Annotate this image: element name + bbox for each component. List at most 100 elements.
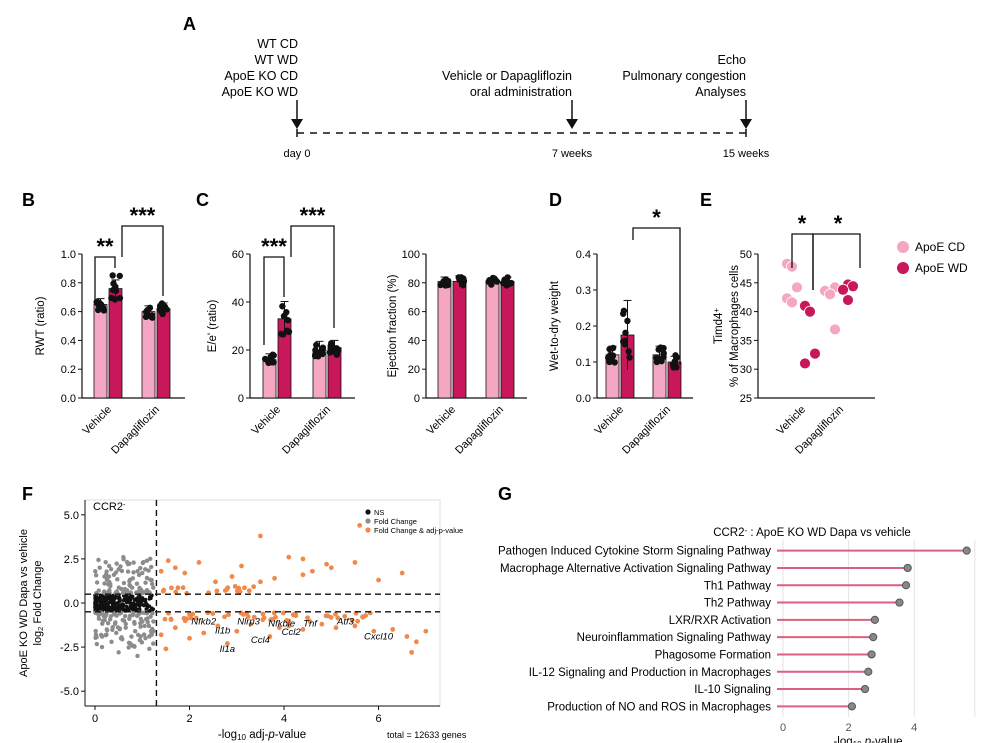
x-tick-label: Vehicle xyxy=(775,404,809,438)
fold-change-point xyxy=(149,577,154,583)
fold-change-point xyxy=(144,575,150,581)
significant-point xyxy=(286,623,292,629)
y-tick-label: 40 xyxy=(232,297,244,309)
fold-change-point xyxy=(135,653,140,659)
significant-point xyxy=(158,632,164,638)
data-point xyxy=(804,305,816,318)
timeline-treatment-label: oral administration xyxy=(470,85,572,99)
lollipop-head xyxy=(864,667,873,676)
y-tick-label: 0 xyxy=(238,393,244,405)
data-point xyxy=(609,352,617,359)
bar xyxy=(108,288,123,399)
fold-change-point xyxy=(94,580,100,585)
fold-change-point xyxy=(115,577,120,582)
ns-point xyxy=(136,602,141,607)
data-point xyxy=(148,312,156,319)
timeline-endpoint-label: Analyses xyxy=(695,85,746,99)
ns-point xyxy=(137,599,141,604)
data-point xyxy=(626,354,633,361)
significant-point xyxy=(390,627,396,632)
data-point xyxy=(109,272,116,279)
significant-point xyxy=(169,585,174,591)
y-tick-label: 0.0 xyxy=(576,393,591,405)
bar xyxy=(437,280,452,399)
ns-point xyxy=(125,607,130,611)
gene-label: Nfkbie xyxy=(268,618,295,629)
significant-point xyxy=(307,618,313,624)
fold-change-point xyxy=(127,616,132,621)
fold-change-point xyxy=(138,624,143,629)
x-tick-label: 4 xyxy=(911,722,917,734)
fold-change-point xyxy=(134,581,140,586)
data-point xyxy=(313,341,320,349)
fold-change-point xyxy=(96,616,102,621)
y-tick-label: 35 xyxy=(740,335,752,347)
timeline-group-label: ApoE KO WD xyxy=(222,85,298,99)
significant-point xyxy=(222,614,227,620)
data-point xyxy=(146,304,154,312)
chart-title-part: - xyxy=(745,526,748,535)
significant-point xyxy=(328,565,334,571)
chart-title: CCR2- xyxy=(93,500,126,513)
bar xyxy=(156,308,171,399)
x-axis-label-part: -value xyxy=(275,729,306,741)
ns-point xyxy=(95,605,100,609)
significant-point xyxy=(300,627,306,632)
fold-change-point xyxy=(149,632,154,637)
chart-title: CCR2- : ApoE KO WD Dapa vs vehicle xyxy=(713,526,911,539)
y-tick-label: 1.0 xyxy=(61,249,76,261)
significant-point xyxy=(158,568,164,574)
ns-point xyxy=(125,597,129,602)
data-point xyxy=(671,358,678,365)
y-tick-label: -2.5 xyxy=(60,642,79,654)
gene-label: Nlrp3 xyxy=(237,617,260,628)
x-axis-label-part: -value xyxy=(871,736,902,743)
significant-point xyxy=(173,589,179,595)
timeline-endpoint-label: Pulmonary congestion xyxy=(622,69,746,83)
significant-point xyxy=(182,570,188,576)
category-label: Macrophage Alternative Activation Signal… xyxy=(500,563,771,575)
significant-point xyxy=(187,612,192,617)
legend-label: ApoE WD xyxy=(915,261,968,275)
gene-label: Il1b xyxy=(215,625,230,636)
ns-point xyxy=(110,605,114,610)
fold-change-point xyxy=(128,641,133,646)
panel-letter-f: F xyxy=(22,484,33,504)
y-tick-label: 25 xyxy=(740,393,752,405)
significant-point xyxy=(229,574,235,579)
significant-point xyxy=(371,628,377,634)
ns-point xyxy=(113,594,118,599)
significant-point xyxy=(160,588,166,594)
y-axis-label-part: log xyxy=(32,631,44,646)
ns-point xyxy=(113,606,118,610)
data-point xyxy=(270,359,277,366)
data-point xyxy=(609,344,617,352)
significant-point xyxy=(180,585,186,591)
fold-change-point xyxy=(148,614,153,619)
y-tick-label: 0 xyxy=(414,393,420,405)
fold-change-point xyxy=(123,621,128,627)
fold-change-point xyxy=(108,583,113,589)
x-tick-label: 0 xyxy=(92,713,98,725)
significant-point xyxy=(333,611,338,617)
chart-b-rwt: 0.0 0.2 0.4 0.6 0.8 1.0 RWT (ratio) VehicleDapa… xyxy=(35,203,185,457)
ns-point xyxy=(108,608,113,612)
category-label: Phagosome Formation xyxy=(655,649,771,661)
fold-change-point xyxy=(131,611,136,616)
data-point xyxy=(508,279,515,287)
y-tick-label: 40 xyxy=(740,307,752,319)
data-point xyxy=(657,344,664,351)
ns-point xyxy=(124,600,129,605)
data-point xyxy=(111,296,119,303)
data-point xyxy=(440,277,447,285)
fold-change-point xyxy=(94,634,99,640)
chart-g-pathways: CCR2- : ApoE KO WD Dapa vs vehicle 0 2 4 Pat… xyxy=(498,526,976,743)
significant-point xyxy=(213,579,218,585)
fold-change-point xyxy=(116,567,121,572)
data-point xyxy=(799,357,811,370)
fold-change-point xyxy=(149,581,155,587)
significant-point xyxy=(215,623,221,629)
significant-point xyxy=(352,623,358,629)
y-tick-label: 0.6 xyxy=(61,307,76,319)
